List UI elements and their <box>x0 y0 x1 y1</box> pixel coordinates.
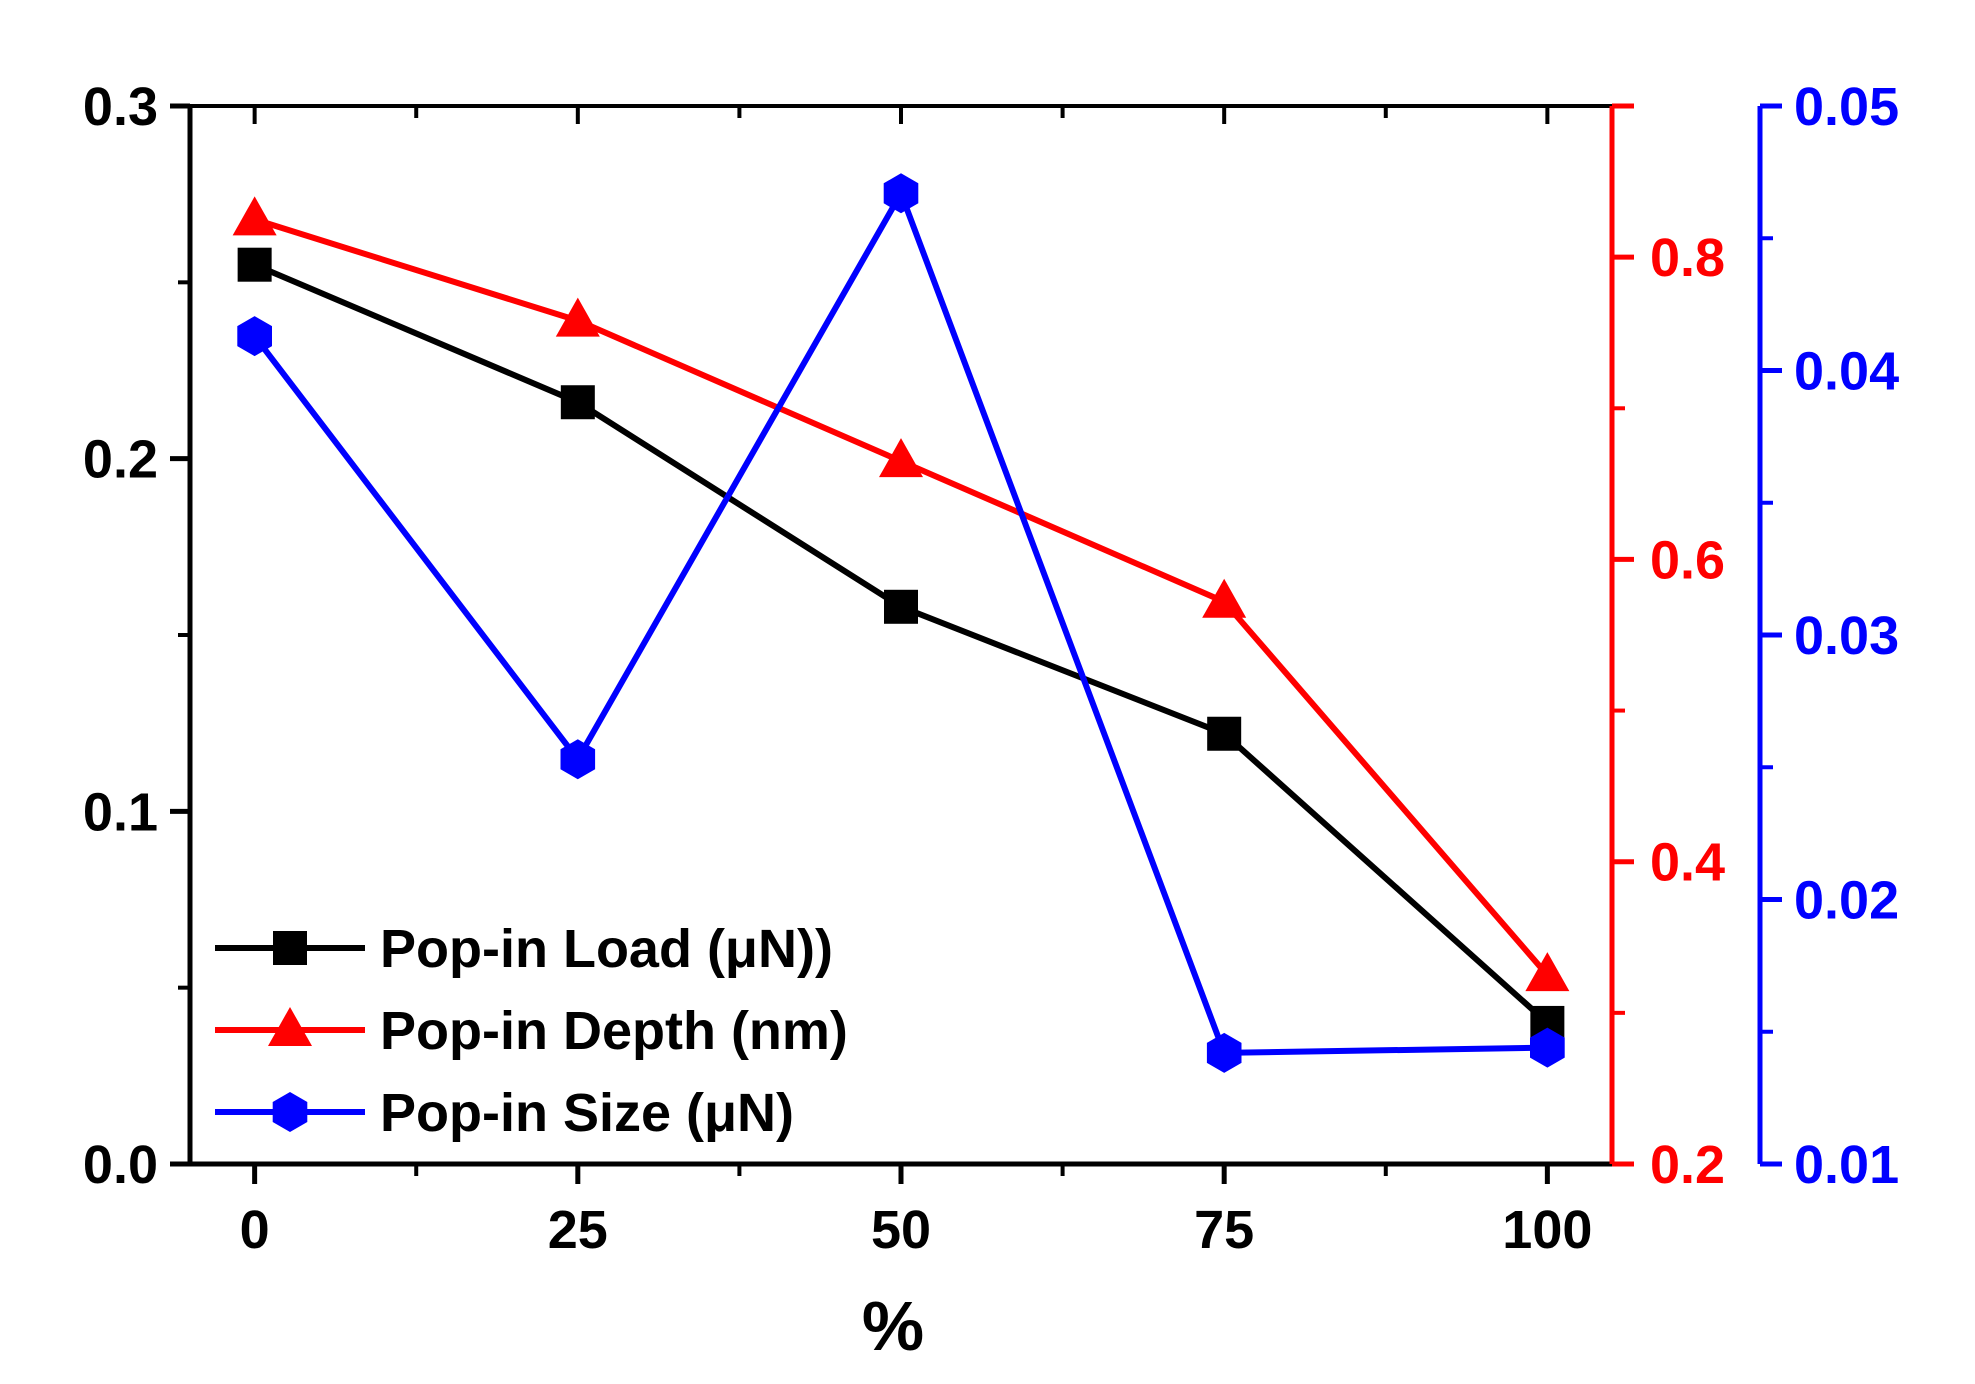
left-tick-label: 0.0 <box>83 1135 158 1195</box>
series-line-square <box>253 261 1550 1026</box>
blue-tick-label: 0.02 <box>1794 871 1899 931</box>
data-point-hexagon <box>1530 1027 1565 1068</box>
data-point-square <box>237 247 272 282</box>
data-point-square <box>560 385 595 420</box>
blue-tick-label: 0.04 <box>1794 342 1899 402</box>
legend: Pop-in Load (μN)) Pop-in Depth (nm) Pop-in… <box>215 919 848 1143</box>
data-point-triangle <box>1202 578 1247 618</box>
left-tick-label: 0.1 <box>83 782 158 842</box>
data-point-hexagon <box>1206 1032 1242 1073</box>
x-tick-label: 25 <box>548 1200 608 1260</box>
left-tick-label: 0.3 <box>83 77 158 137</box>
red-tick-label: 0.4 <box>1650 833 1725 893</box>
red-tick-label: 0.8 <box>1650 228 1725 288</box>
legend-marker-square <box>273 931 307 965</box>
legend-marker-hexagon <box>272 1092 308 1132</box>
red-tick-label: 0.6 <box>1650 530 1725 590</box>
legend-label: Pop-in Load (μN)) <box>380 919 833 979</box>
data-point-square <box>884 589 918 624</box>
legend-marker-triangle <box>268 1007 312 1046</box>
data-point-hexagon <box>883 173 919 214</box>
data-point-triangle <box>555 297 600 337</box>
red-tick-label: 0.2 <box>1650 1135 1725 1195</box>
blue-tick-label: 0.05 <box>1794 77 1899 137</box>
data-point-square <box>1207 716 1242 751</box>
left-tick-label: 0.2 <box>83 430 158 490</box>
x-tick-label: 100 <box>1502 1200 1592 1260</box>
axes: 0.0 0.1 0.2 0.3 0.2 0.4 0.6 0.8 0.01 0.02 0.03 0.04… <box>83 77 1899 1365</box>
legend-label: Pop-in Size (μN) <box>380 1083 794 1143</box>
x-tick-label: 50 <box>871 1200 931 1260</box>
legend-label: Pop-in Depth (nm) <box>380 1001 848 1061</box>
series-markers <box>232 173 1570 1073</box>
data-point-triangle <box>879 438 923 478</box>
data-point-hexagon <box>560 739 596 780</box>
x-axis-label: % <box>862 1287 924 1365</box>
data-point-triangle <box>232 196 277 236</box>
data-point-triangle <box>1525 952 1570 992</box>
blue-tick-label: 0.03 <box>1794 606 1899 666</box>
blue-tick-label: 0.01 <box>1794 1135 1899 1195</box>
data-point-hexagon <box>237 316 272 357</box>
x-tick-label: 0 <box>240 1200 270 1260</box>
x-tick-label: 75 <box>1194 1200 1254 1260</box>
